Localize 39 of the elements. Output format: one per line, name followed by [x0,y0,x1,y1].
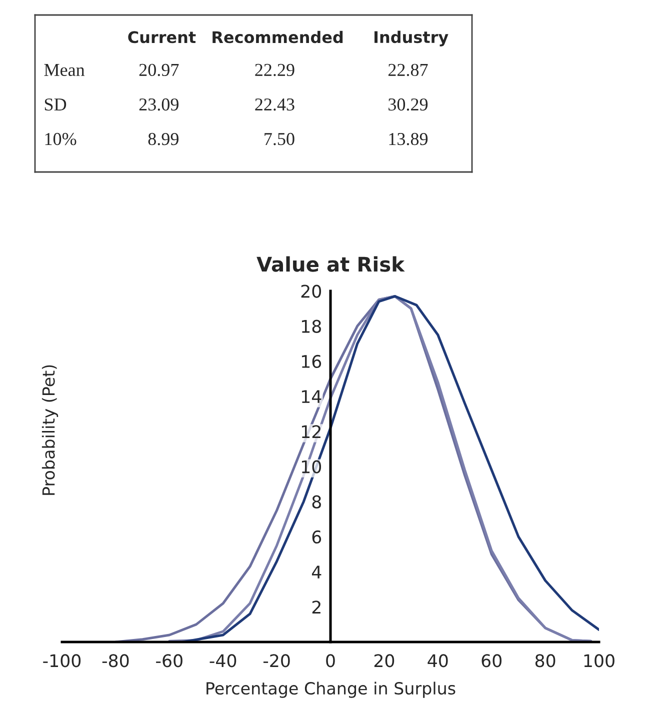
x-tick-label: 40 [428,654,448,668]
category-label: Current [128,31,196,44]
y-tick-label: 14 [302,390,322,403]
x-axis-title: Percentage Change in Surplus [206,682,456,698]
chart-title: Value at Risk [256,256,405,272]
text: 22.87 [388,64,428,76]
y-tick-label: 18 [302,320,321,333]
text: 30.29 [388,98,428,111]
y-axis-title: Probability (Pet) [42,365,58,495]
x-tick-label: -60 [156,654,182,668]
category-label: Recommended [212,30,343,44]
category-label: Mean [44,64,85,76]
y-tick-label: 16 [302,354,322,368]
x-tick-label: 20 [374,654,394,668]
x-tick-label: 80 [535,654,556,668]
x-tick-label: 0 [326,654,335,668]
text: 20.97 [139,64,179,76]
text: 23.09 [139,98,178,111]
x-tick-label: 60 [482,654,502,668]
text: 13.89 [389,132,428,146]
y-tick-label: 4 [312,566,322,578]
y-tick-label: 8 [312,495,321,508]
y-tick-label: 12 [302,425,320,438]
category-label: Industry [374,30,448,46]
y-tick-label: 20 [301,284,322,298]
text: 8.99 [148,132,178,146]
y-tick-label: 10 [302,460,322,474]
text: 7.50 [264,132,294,146]
x-tick-label: -20 [263,654,290,668]
category-label: SD [44,98,66,111]
y-tick-label: 2 [312,600,320,614]
category-label: 10% [45,132,76,146]
x-tick-label: 100 [584,654,614,668]
x-tick-label: -40 [210,654,236,668]
y-tick-label: 6 [312,530,322,544]
text: 22.43 [255,98,294,111]
text: 22.29 [255,64,294,76]
x-tick-label: -100 [43,654,81,668]
x-tick-label: -80 [102,654,129,668]
